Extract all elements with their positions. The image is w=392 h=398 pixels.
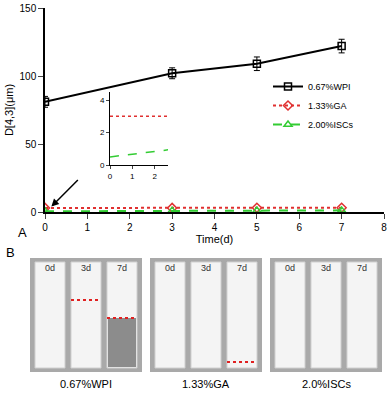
svg-text:0: 0 <box>42 222 48 233</box>
svg-text:1.33%GA: 1.33%GA <box>308 101 347 111</box>
svg-text:2.00%ISCs: 2.00%ISCs <box>308 120 354 130</box>
svg-text:0d: 0d <box>45 263 55 273</box>
svg-text:3d: 3d <box>321 263 331 273</box>
svg-text:2: 2 <box>152 172 157 181</box>
svg-text:0.67%WPI: 0.67%WPI <box>60 378 112 390</box>
svg-text:0: 0 <box>31 207 37 218</box>
svg-text:0d: 0d <box>165 263 175 273</box>
svg-text:6: 6 <box>296 222 302 233</box>
svg-text:5: 5 <box>254 222 260 233</box>
svg-text:Time(d): Time(d) <box>196 233 233 245</box>
svg-text:2.0%ISCs: 2.0%ISCs <box>302 378 351 390</box>
svg-text:3d: 3d <box>81 263 91 273</box>
svg-text:0d: 0d <box>285 263 295 273</box>
svg-text:7: 7 <box>339 222 345 233</box>
svg-text:D[4,3](μm): D[4,3](μm) <box>3 84 15 136</box>
svg-text:B: B <box>6 245 15 260</box>
svg-text:2: 2 <box>100 128 105 137</box>
svg-text:150: 150 <box>20 3 37 14</box>
svg-text:4: 4 <box>212 222 218 233</box>
svg-text:7d: 7d <box>357 263 367 273</box>
svg-text:7d: 7d <box>117 263 127 273</box>
svg-text:100: 100 <box>20 71 37 82</box>
svg-text:3d: 3d <box>201 263 211 273</box>
svg-text:3: 3 <box>169 222 175 233</box>
svg-text:2: 2 <box>127 222 133 233</box>
svg-text:1.33%GA: 1.33%GA <box>182 378 230 390</box>
svg-text:A: A <box>18 225 27 240</box>
svg-text:1: 1 <box>85 222 91 233</box>
svg-text:8: 8 <box>381 222 387 233</box>
svg-text:50: 50 <box>25 139 37 150</box>
svg-text:0: 0 <box>100 161 105 170</box>
svg-text:7d: 7d <box>237 263 247 273</box>
svg-text:1: 1 <box>130 172 135 181</box>
svg-text:0.67%WPI: 0.67%WPI <box>308 82 351 92</box>
svg-text:4: 4 <box>100 96 105 105</box>
svg-text:0: 0 <box>108 172 113 181</box>
